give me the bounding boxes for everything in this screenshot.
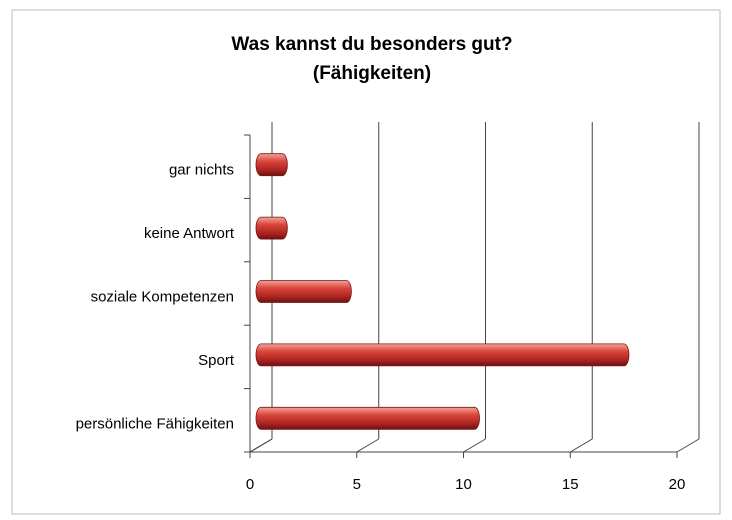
- bar: [255, 280, 352, 303]
- grid-line: [249, 438, 273, 453]
- y-tick-label: soziale Kompetenzen: [91, 288, 234, 305]
- grid-line: [356, 438, 380, 453]
- grid-line: [676, 438, 700, 453]
- x-tick-label: 15: [562, 476, 579, 493]
- y-tick-label: keine Antwort: [144, 225, 235, 242]
- chart-title: (Fähigkeiten): [313, 63, 431, 84]
- bar: [255, 406, 480, 430]
- y-tick-label: persönliche Fähigkeiten: [76, 415, 234, 432]
- grid-line: [463, 438, 486, 453]
- x-tick-label: 5: [353, 476, 361, 493]
- x-tick-label: 10: [455, 476, 472, 493]
- bar: [255, 216, 288, 240]
- y-tick-label: Sport: [198, 352, 235, 369]
- grid-line: [569, 438, 593, 453]
- bar: [255, 153, 288, 177]
- bar: [255, 343, 630, 367]
- x-tick-label: 20: [669, 476, 686, 493]
- chart-title: Was kannst du besonders gut?: [231, 34, 512, 55]
- chart-frame: [11, 9, 721, 515]
- y-tick-label: gar nichts: [169, 162, 234, 179]
- x-tick-label: 0: [246, 476, 254, 493]
